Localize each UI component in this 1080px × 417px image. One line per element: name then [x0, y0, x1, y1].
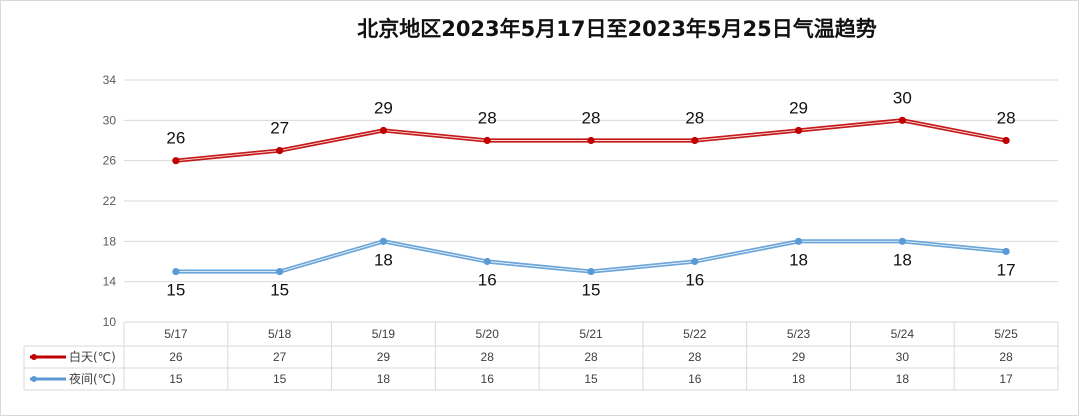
x-tick-label: 5/20 — [476, 327, 500, 341]
x-tick-label: 5/18 — [268, 327, 292, 341]
series-line-1 — [175, 239, 1007, 274]
data-point — [898, 116, 906, 124]
data-label: 16 — [478, 271, 497, 290]
data-label: 16 — [685, 271, 704, 290]
data-label: 15 — [270, 281, 289, 300]
data-label: 18 — [789, 250, 808, 269]
data-labels: 26 27 29 28 28 28 29 30 28 15 15 18 16 15 16 18 18 17 — [166, 88, 1015, 299]
data-point — [898, 237, 906, 245]
table-cell: 15 — [169, 372, 183, 386]
y-tick-label: 22 — [103, 194, 117, 208]
x-tick-label: 5/17 — [164, 327, 188, 341]
data-point — [587, 267, 595, 276]
x-tick-label: 5/24 — [891, 327, 915, 341]
y-tick-label: 14 — [103, 275, 117, 289]
x-tick-label: 5/23 — [787, 327, 811, 341]
data-label: 30 — [893, 88, 912, 107]
table-cell: 18 — [792, 372, 806, 386]
data-label: 28 — [997, 109, 1016, 128]
data-table: 5/17 5/18 5/19 5/20 5/21 5/22 5/23 5/24 5/25 白天(℃… — [23, 322, 1059, 391]
data-label: 26 — [166, 129, 185, 148]
data-point — [1002, 136, 1010, 145]
legend-marker-1 — [31, 376, 37, 382]
table-cell: 30 — [896, 350, 910, 364]
table-cell: 15 — [584, 372, 598, 386]
table-cell: 27 — [273, 350, 287, 364]
y-axis-ticks: 10 14 18 22 26 30 34 — [103, 73, 117, 329]
table-cell: 28 — [688, 350, 702, 364]
table-cell: 17 — [999, 372, 1013, 386]
y-tick-label: 26 — [103, 154, 117, 168]
data-point — [483, 257, 491, 266]
y-tick-label: 34 — [103, 73, 117, 87]
data-point — [691, 136, 699, 145]
data-point — [276, 146, 284, 155]
chart-title: 北京地区2023年5月17日至2023年5月25日气温趋势 — [357, 17, 877, 41]
data-label: 29 — [789, 98, 808, 117]
data-label: 17 — [997, 260, 1016, 279]
data-point — [794, 126, 803, 135]
y-tick-label: 30 — [103, 113, 117, 127]
x-tick-label: 5/25 — [994, 327, 1018, 341]
data-point — [379, 126, 388, 135]
table-cell: 18 — [896, 372, 910, 386]
table-cell: 15 — [273, 372, 287, 386]
y-tick-label: 18 — [103, 234, 117, 248]
table-cell: 29 — [792, 350, 806, 364]
data-point — [1002, 247, 1010, 256]
data-label: 28 — [478, 109, 497, 128]
table-cell: 16 — [481, 372, 495, 386]
table-cell: 18 — [377, 372, 391, 386]
data-label: 15 — [166, 281, 185, 300]
data-label: 18 — [893, 250, 912, 269]
table-cell: 28 — [481, 350, 495, 364]
data-point — [172, 157, 180, 165]
legend-label: 白天(℃) — [69, 349, 116, 364]
data-point — [483, 136, 491, 145]
data-point — [172, 267, 180, 276]
x-tick-label: 5/22 — [683, 327, 707, 341]
data-point — [691, 257, 699, 266]
data-label: 28 — [685, 109, 704, 128]
x-tick-label: 5/21 — [579, 327, 603, 341]
table-cell: 28 — [584, 350, 598, 364]
data-point — [276, 267, 284, 276]
data-label: 29 — [374, 98, 393, 117]
legend-label: 夜间(℃) — [69, 371, 116, 386]
data-label: 28 — [582, 109, 601, 128]
table-cell: 29 — [377, 350, 391, 364]
table-cell: 26 — [169, 350, 183, 364]
table-cell: 16 — [688, 372, 702, 386]
y-tick-label: 10 — [103, 315, 117, 329]
series-layer — [172, 116, 1010, 276]
data-point — [379, 237, 388, 245]
data-label: 18 — [374, 250, 393, 269]
data-label: 15 — [582, 281, 601, 300]
data-label: 27 — [270, 119, 289, 138]
table-cell: 28 — [999, 350, 1013, 364]
x-tick-label: 5/19 — [372, 327, 396, 341]
legend-marker-0 — [31, 354, 37, 360]
data-point — [794, 237, 803, 245]
data-point — [587, 136, 595, 145]
